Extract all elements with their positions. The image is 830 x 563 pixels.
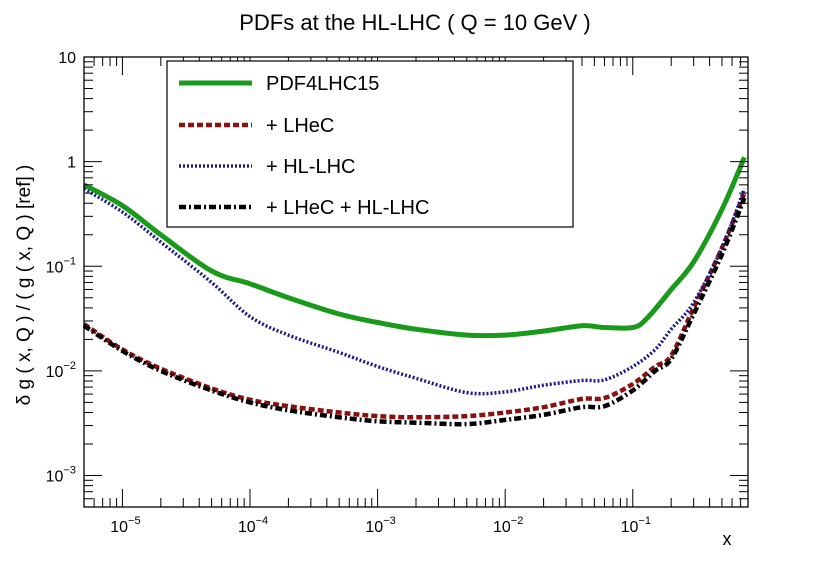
y-tick-label-base: 1 (67, 155, 76, 172)
y-tick-label-exp: −3 (63, 465, 76, 477)
legend-label-3: + LHeC + HL-LHC (266, 197, 429, 219)
y-tick-label: 1 (67, 155, 76, 172)
y-tick-label-base: 10 (46, 259, 64, 276)
x-tick-label-base: 10 (621, 519, 639, 536)
y-tick-label: 10−3 (46, 465, 76, 486)
series-layer (82, 156, 747, 427)
y-tick-label: 10−2 (46, 360, 76, 381)
y-tick-label: 10 (58, 50, 76, 67)
x-tick-label: 10−4 (238, 515, 268, 536)
legend-label-1: + LHeC (266, 115, 334, 137)
legend-label-0: PDF4LHC15 (266, 73, 379, 95)
x-tick-label-base: 10 (365, 519, 383, 536)
y-tick-label-base: 10 (46, 364, 64, 381)
x-axis-label: x (723, 529, 732, 549)
x-tick-label-exp: −4 (256, 515, 269, 527)
series-line-1 (82, 192, 747, 420)
series-line-0 (82, 156, 747, 339)
plot-frame (83, 56, 749, 508)
x-tick-label-base: 10 (493, 519, 511, 536)
chart-title: PDFs at the HL-LHC ( Q = 10 GeV ) (239, 10, 591, 35)
y-tick-label-base: 10 (46, 469, 64, 486)
legend-label-2: + HL-LHC (266, 156, 355, 178)
x-tick-label: 10−1 (621, 515, 651, 536)
y-tick-label-base: 10 (58, 50, 76, 67)
x-tick-label-exp: −1 (638, 515, 651, 527)
x-tick-label-exp: −3 (383, 515, 396, 527)
legend: PDF4LHC15 + LHeC + HL-LHC + LHeC + HL-LHC (166, 60, 574, 228)
legend-box (166, 60, 574, 228)
x-tick-label-base: 10 (238, 519, 256, 536)
y-tick-label-exp: −1 (63, 255, 76, 267)
x-tick-label-exp: −5 (128, 515, 141, 527)
x-tick-label: 10−5 (110, 515, 140, 536)
y-tick-label: 10−1 (46, 255, 76, 276)
series-line-2 (83, 187, 747, 396)
y-tick-label-exp: −2 (63, 360, 76, 372)
series-line-3 (82, 197, 747, 427)
x-tick-label: 10−3 (365, 515, 395, 536)
x-tick-label-base: 10 (110, 519, 128, 536)
x-tick-label: 10−2 (493, 515, 523, 536)
x-tick-label-exp: −2 (511, 515, 524, 527)
y-axis-label: δ g ( x, Q ) / ( g ( x, Q ) [ref] ) (14, 165, 35, 406)
